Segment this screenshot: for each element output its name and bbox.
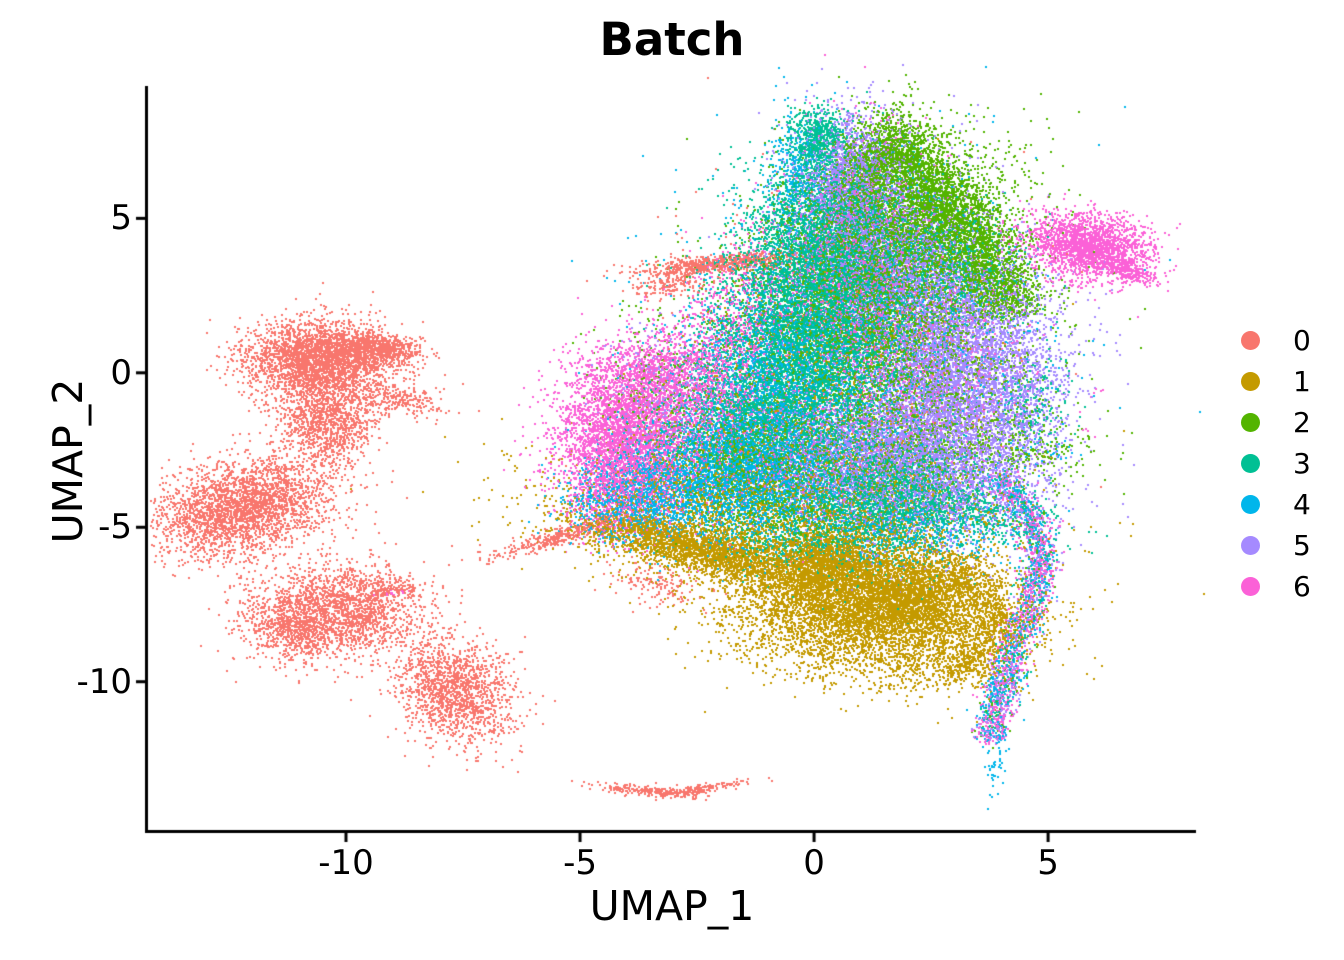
legend-item-6: 6 [1241,572,1311,601]
legend-swatch-icon [1241,372,1260,391]
plot-title: Batch [599,13,745,66]
legend-item-2: 2 [1241,408,1311,437]
legend-label: 2 [1293,406,1311,439]
x-tick-label: 0 [803,843,825,883]
legend-swatch-icon [1241,577,1260,596]
x-tick-label: -10 [318,843,374,883]
legend-label: 4 [1293,488,1311,521]
x-tick-label: 5 [1037,843,1059,883]
legend-label: 0 [1293,324,1311,357]
legend-item-0: 0 [1241,326,1311,355]
legend-item-5: 5 [1241,531,1311,560]
legend-label: 6 [1293,570,1311,603]
legend-swatch-icon [1241,454,1260,473]
y-tick-label: 0 [110,352,132,393]
legend-swatch-icon [1241,495,1260,514]
legend-item-4: 4 [1241,490,1311,519]
x-tick-label: -5 [563,843,597,883]
legend-label: 1 [1293,365,1311,398]
legend-item-1: 1 [1241,367,1311,396]
legend-swatch-icon [1241,331,1260,350]
y-tick-label: 5 [110,198,132,239]
y-axis-label: UMAP_2 [44,378,92,544]
y-tick-label: -10 [76,661,132,702]
legend-label: 3 [1293,447,1311,480]
legend-item-3: 3 [1241,449,1311,478]
legend: 0 1 2 3 4 5 6 [1241,326,1311,601]
legend-swatch-icon [1241,536,1260,555]
y-tick-label: -5 [98,507,132,548]
x-axis-label: UMAP_1 [589,882,755,930]
legend-swatch-icon [1241,413,1260,432]
legend-label: 5 [1293,529,1311,562]
